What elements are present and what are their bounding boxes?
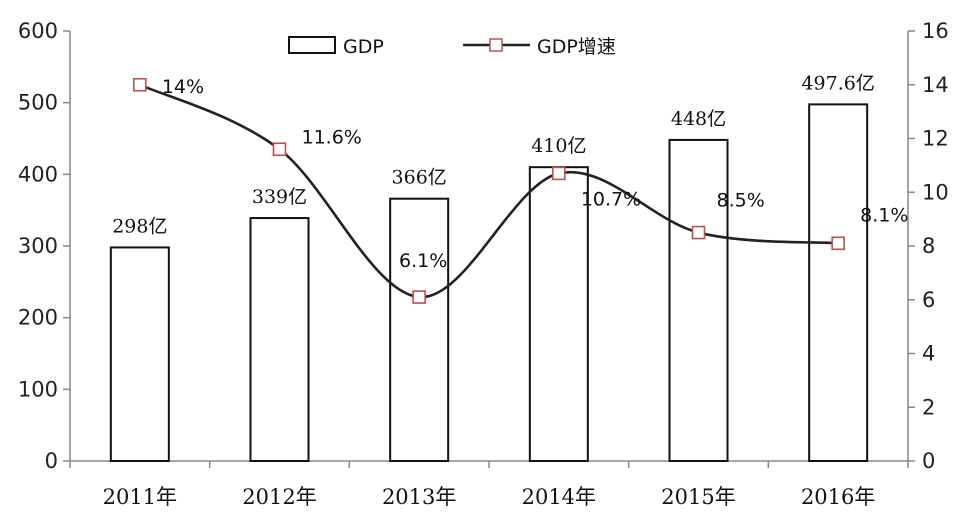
x-tick-label: 2014年	[522, 485, 596, 509]
left-tick-label: 300	[18, 234, 58, 258]
right-tick-label: 14	[922, 73, 949, 97]
growth-value-label: 14%	[162, 76, 204, 98]
left-tick-label: 400	[18, 162, 58, 186]
gdp-value-label: 366亿	[392, 167, 447, 189]
growth-marker	[272, 142, 287, 157]
right-tick-label: 2	[922, 395, 935, 419]
left-tick-label: 600	[18, 19, 58, 43]
legend-growth-label: GDP增速	[537, 36, 616, 58]
growth-marker	[552, 166, 566, 181]
gdp-value-label: 339亿	[252, 186, 307, 208]
right-tick-label: 16	[922, 19, 949, 43]
gdp-bar	[528, 166, 589, 463]
growth-marker	[133, 77, 147, 92]
legend-gdp-label: GDP	[343, 36, 384, 58]
growth-marker	[412, 290, 426, 304]
gdp-bar	[109, 246, 170, 462]
x-tick-label: 2015年	[661, 485, 735, 509]
data-labels: 298亿 339亿 366亿 410亿 448亿 497.6亿 14% 11.6% 6.1% 10…	[112, 72, 908, 272]
growth-value-label: 8.1%	[860, 204, 908, 226]
gdp-value-label: 298亿	[112, 215, 167, 237]
right-tick-label: 10	[922, 180, 949, 204]
gdp-bars	[109, 103, 869, 463]
x-tick-label: 2016年	[801, 485, 875, 509]
right-tick-label: 0	[922, 449, 935, 473]
left-tick-label: 0	[45, 449, 58, 473]
growth-value-label: 6.1%	[399, 250, 447, 272]
right-tick-label: 8	[922, 234, 935, 258]
gdp-bar	[808, 103, 869, 463]
gdp-bar	[389, 197, 450, 462]
left-tick-label: 100	[18, 377, 58, 401]
x-tick-label: 2012年	[242, 485, 316, 509]
left-tick-label: 500	[18, 91, 58, 115]
growth-line	[133, 77, 845, 304]
x-tick-label: 2013年	[382, 485, 456, 509]
right-tick-label: 4	[922, 342, 935, 366]
growth-marker	[691, 225, 706, 240]
x-tick-label: 2011年	[103, 485, 177, 509]
gdp-bar	[668, 138, 729, 463]
growth-marker	[831, 236, 845, 251]
axes: 0 100 200 300 400 500 600 0 2 4 6 8 10 12 14 16 2011年 201…	[18, 19, 949, 509]
legend-gdp-swatch	[288, 36, 336, 54]
right-tick-label: 6	[922, 288, 935, 312]
legend-growth-marker	[489, 38, 503, 52]
gdp-value-label: 448亿	[671, 108, 726, 130]
right-tick-label: 12	[922, 127, 949, 151]
legend: GDP GDP增速	[288, 36, 616, 58]
gdp-value-label: 410亿	[531, 135, 586, 157]
growth-value-label: 8.5%	[717, 190, 765, 212]
left-tick-label: 200	[18, 306, 58, 330]
growth-value-label: 10.7%	[581, 188, 641, 210]
gdp-value-label: 497.6亿	[801, 72, 874, 94]
growth-value-label: 11.6%	[302, 126, 362, 148]
gdp-bar	[249, 217, 310, 462]
